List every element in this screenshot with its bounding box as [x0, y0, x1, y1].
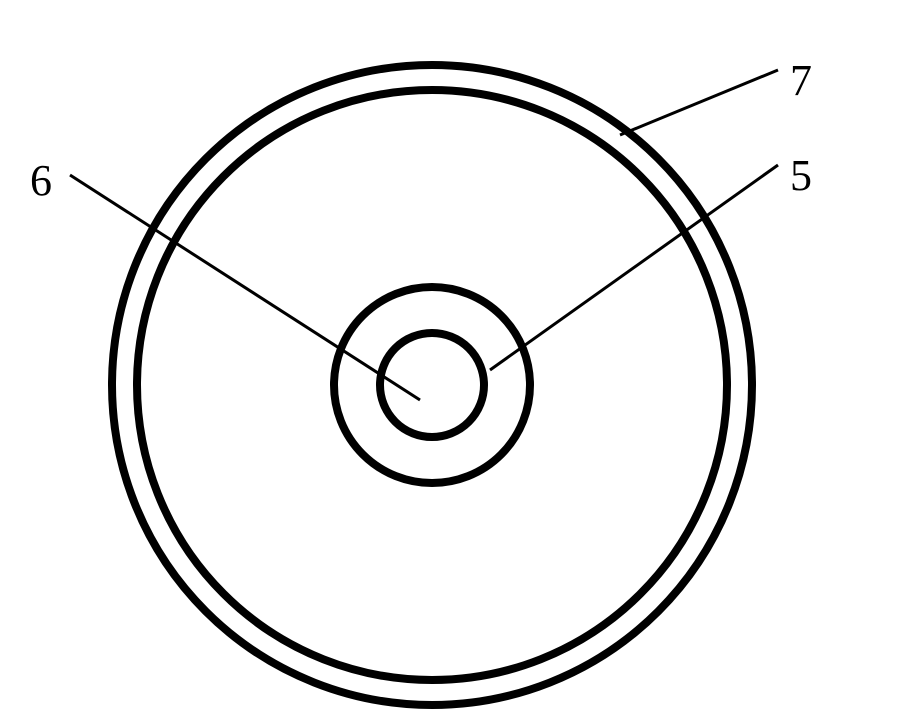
label-6: 6: [30, 155, 52, 206]
label-5: 5: [790, 150, 812, 201]
label-7: 7: [790, 55, 812, 106]
middle-ring: [334, 287, 530, 483]
technical-diagram: [0, 0, 912, 728]
leader-5: [490, 165, 778, 370]
outer-ring-inner: [137, 90, 727, 680]
leader-6: [70, 175, 420, 400]
outer-ring-outer: [112, 65, 752, 705]
leader-7: [620, 70, 778, 135]
